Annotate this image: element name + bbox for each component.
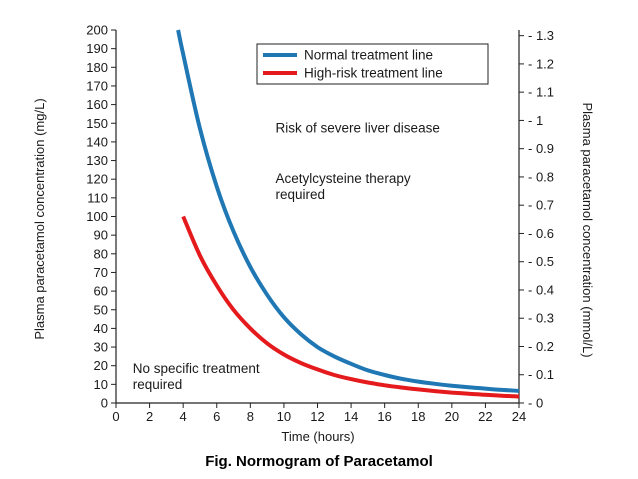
annotation-line: required (276, 187, 326, 202)
y-tick-label-left: 180 (86, 60, 108, 75)
y-axis-title-right: Plasma paracetamol concentration (mmol/L… (580, 102, 595, 357)
series-line-high-risk-treatment-line (181, 215, 520, 399)
x-tick-label: 2 (146, 409, 153, 424)
y-tick-label-right: - 0.6 (528, 226, 554, 241)
y-tick-label-left: 0 (101, 396, 108, 411)
y-tick-label-left: 40 (94, 321, 108, 336)
y-tick-label-left: 20 (94, 358, 108, 373)
annotation-line: required (133, 377, 183, 392)
annotation-text: No specific treatment required (133, 361, 260, 392)
y-tick-label-left: 50 (94, 302, 108, 317)
y-axis-title-left: Plasma paracetamol concentration (mg/L) (32, 98, 47, 339)
annotation-line: Acetylcysteine therapy (276, 171, 411, 186)
y-tick-label-left: 150 (86, 116, 108, 131)
x-tick-label: 10 (277, 409, 291, 424)
x-tick-label: 12 (310, 409, 324, 424)
legend-box (256, 43, 489, 85)
y-tick-label-left: 60 (94, 284, 108, 299)
y-tick-label-left: 130 (86, 153, 108, 168)
legend-label: Normal treatment line (304, 48, 433, 63)
y-tick-label-left: 30 (94, 340, 108, 355)
y-tick-label-right: - 0 (528, 396, 543, 411)
annotation-line: Risk of severe liver disease (276, 121, 440, 136)
legend-label: High-risk treatment line (304, 66, 443, 81)
y-tick-label-left: 90 (94, 228, 108, 243)
y-tick-label-right: - 0.2 (528, 339, 554, 354)
y-tick-label-right: - 0.5 (528, 254, 554, 269)
y-tick-label-right: - 1.1 (528, 85, 554, 100)
x-tick-label: 16 (377, 409, 391, 424)
x-tick-label: 22 (478, 409, 492, 424)
y-tick-label-left: 110 (87, 190, 108, 205)
y-tick-label-right: - 0.1 (528, 367, 554, 382)
x-axis-title: Time (hours) (281, 429, 354, 444)
y-tick-label-right: - 0.8 (528, 169, 554, 184)
y-tick-label-right: - 0.3 (528, 311, 554, 326)
y-tick-label-right: - 0.9 (528, 141, 554, 156)
y-tick-label-right: - 0.4 (528, 282, 554, 297)
x-tick-label: 0 (112, 409, 119, 424)
annotation-text: Risk of severe liver disease (276, 121, 440, 136)
series-line-normal-treatment-line (176, 29, 520, 393)
x-tick-label: 20 (445, 409, 459, 424)
x-tick-label: 24 (512, 409, 526, 424)
y-tick-label-left: 170 (86, 78, 108, 93)
normogram-chart: 0 2 4 6 8 10 12 14 16 18 20 22 240102030405060708090… (32, 23, 595, 445)
y-tick-label-left: 70 (94, 265, 108, 280)
y-tick-label-left: 100 (86, 209, 108, 224)
y-tick-label-left: 120 (86, 172, 108, 187)
y-tick-label-left: 200 (86, 23, 108, 38)
y-tick-label-right: - 1.3 (528, 28, 554, 43)
y-tick-label-left: 10 (94, 377, 108, 392)
x-tick-label: 8 (247, 409, 254, 424)
y-tick-label-left: 140 (86, 134, 108, 149)
x-tick-label: 4 (180, 409, 187, 424)
x-tick-label: 18 (411, 409, 425, 424)
x-tick-label: 14 (344, 409, 358, 424)
y-tick-label-left: 160 (86, 97, 108, 112)
y-tick-label-right: - 1.2 (528, 56, 554, 71)
y-tick-label-left: 80 (94, 246, 108, 261)
y-tick-label-right: - 1 (528, 113, 543, 128)
figure-caption: Fig. Normogram of Paracetamol (205, 453, 433, 470)
annotation-text: Acetylcysteine therapy required (276, 171, 411, 202)
annotation-line: No specific treatment (133, 361, 260, 376)
x-tick-label: 6 (213, 409, 220, 424)
y-tick-label-right: - 0.7 (528, 198, 554, 213)
y-tick-label-left: 190 (86, 41, 108, 56)
